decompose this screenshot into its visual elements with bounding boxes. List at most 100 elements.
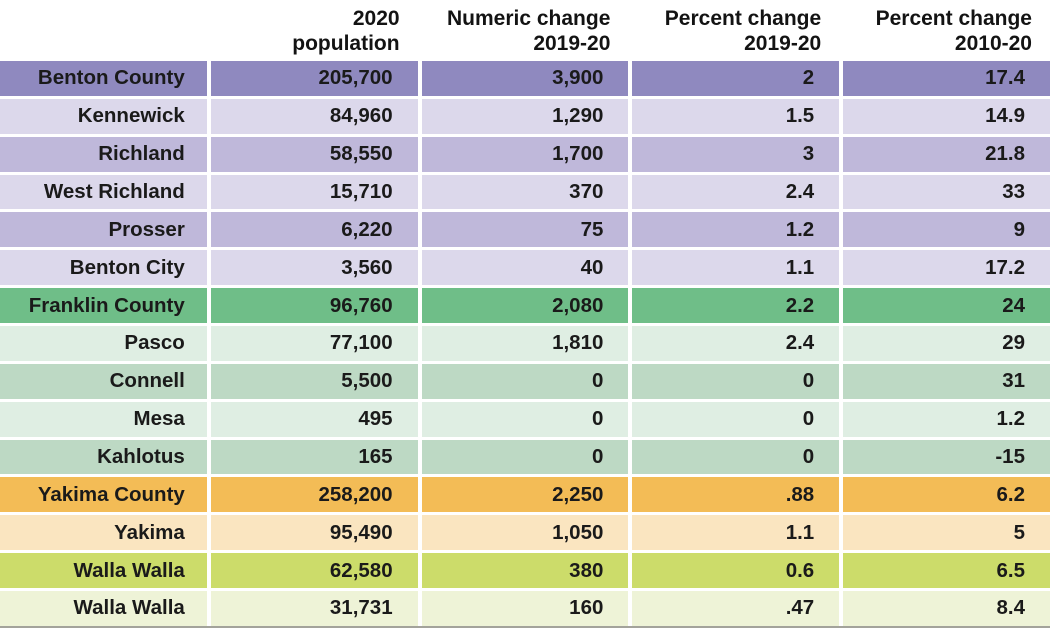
percent-change-2010-20-cell: 24 <box>843 288 1050 324</box>
population-cell: 3,560 <box>210 250 418 286</box>
header-cell-percent-change-2010-20: Percent change 2010-20 <box>843 6 1050 61</box>
row-label-cell: Connell <box>0 363 207 399</box>
numeric-change-cell: 40 <box>421 250 629 286</box>
percent-change-2010-20-cell: 5 <box>843 515 1050 551</box>
percent-change-2019-20-cell: 1.1 <box>632 515 840 551</box>
header-line: 2019-20 <box>533 32 611 55</box>
header-line: Numeric change <box>447 7 611 30</box>
population-cell: 84,960 <box>210 98 418 134</box>
table-row: Kahlotus 165 0 0 -15 <box>0 439 1050 475</box>
population-cell: 5,500 <box>210 363 418 399</box>
percent-change-2010-20-cell: 14.9 <box>843 98 1050 134</box>
table-row: Yakima 95,490 1,050 1.1 5 <box>0 515 1050 551</box>
table-row: Mesa 495 0 0 1.2 <box>0 401 1050 437</box>
percent-change-2019-20-cell: .88 <box>632 477 840 513</box>
row-label-cell: Kennewick <box>0 98 207 134</box>
row-label-cell: Yakima County <box>0 477 207 513</box>
row-label-cell: Kahlotus <box>0 439 207 475</box>
table-row: Yakima County 258,200 2,250 .88 6.2 <box>0 477 1050 513</box>
percent-change-2010-20-cell: 31 <box>843 363 1050 399</box>
numeric-change-cell: 1,290 <box>421 98 629 134</box>
population-cell: 495 <box>210 401 418 437</box>
header-line: Percent change <box>664 7 822 30</box>
percent-change-2019-20-cell: 2.4 <box>632 326 840 361</box>
header-row: 2020 population Numeric change 2019-20 P… <box>0 0 1050 61</box>
numeric-change-cell: 1,700 <box>421 136 629 172</box>
percent-change-2019-20-cell: 2.4 <box>632 174 840 210</box>
row-label-cell: Richland <box>0 136 207 172</box>
table-row: Benton City 3,560 40 1.1 17.2 <box>0 250 1050 286</box>
percent-change-2019-20-cell: 0 <box>632 401 840 437</box>
header-line: population <box>292 32 400 55</box>
table-body: Benton County 205,700 3,900 2 17.4 Kenne… <box>0 61 1050 628</box>
header-cell-numeric-change-2019-20: Numeric change 2019-20 <box>422 6 629 61</box>
numeric-change-cell: 1,050 <box>421 515 629 551</box>
header-line: 2010-20 <box>954 32 1032 55</box>
row-label-cell: Mesa <box>0 401 207 437</box>
header-cell-percent-change-2019-20: Percent change 2019-20 <box>632 6 839 61</box>
population-cell: 62,580 <box>210 553 418 589</box>
population-cell: 58,550 <box>210 136 418 172</box>
percent-change-2010-20-cell: 6.5 <box>843 553 1050 589</box>
percent-change-2010-20-cell: 29 <box>843 326 1050 361</box>
percent-change-2019-20-cell: 1.2 <box>632 212 840 248</box>
row-label-cell: Walla Walla <box>0 591 207 626</box>
row-label-cell: Pasco <box>0 326 207 361</box>
table-row: Franklin County 96,760 2,080 2.2 24 <box>0 288 1050 324</box>
percent-change-2010-20-cell: 17.4 <box>843 61 1050 96</box>
row-label-cell: Walla Walla <box>0 553 207 589</box>
table-row: Prosser 6,220 75 1.2 9 <box>0 212 1050 248</box>
population-cell: 95,490 <box>210 515 418 551</box>
header-line: 2019-20 <box>744 32 822 55</box>
row-label-cell: Prosser <box>0 212 207 248</box>
numeric-change-cell: 0 <box>421 401 629 437</box>
header-cell-2020-population: 2020 population <box>211 6 418 61</box>
percent-change-2019-20-cell: 3 <box>632 136 840 172</box>
population-cell: 165 <box>210 439 418 475</box>
table-row: Benton County 205,700 3,900 2 17.4 <box>0 61 1050 96</box>
percent-change-2010-20-cell: 33 <box>843 174 1050 210</box>
table-row: Kennewick 84,960 1,290 1.5 14.9 <box>0 98 1050 134</box>
numeric-change-cell: 160 <box>421 591 629 626</box>
header-line: 2020 <box>352 7 400 30</box>
population-cell: 77,100 <box>210 326 418 361</box>
population-cell: 31,731 <box>210 591 418 626</box>
percent-change-2010-20-cell: 17.2 <box>843 250 1050 286</box>
numeric-change-cell: 0 <box>421 363 629 399</box>
numeric-change-cell: 2,250 <box>421 477 629 513</box>
percent-change-2010-20-cell: 8.4 <box>843 591 1050 626</box>
table-row: Walla Walla 62,580 380 0.6 6.5 <box>0 553 1050 589</box>
percent-change-2019-20-cell: 2.2 <box>632 288 840 324</box>
row-label-cell: Benton City <box>0 250 207 286</box>
population-cell: 96,760 <box>210 288 418 324</box>
population-cell: 15,710 <box>210 174 418 210</box>
percent-change-2019-20-cell: 1.5 <box>632 98 840 134</box>
percent-change-2019-20-cell: 0.6 <box>632 553 840 589</box>
row-label-cell: Benton County <box>0 61 207 96</box>
row-label-cell: Yakima <box>0 515 207 551</box>
percent-change-2019-20-cell: 0 <box>632 363 840 399</box>
numeric-change-cell: 0 <box>421 439 629 475</box>
percent-change-2010-20-cell: 1.2 <box>843 401 1050 437</box>
numeric-change-cell: 380 <box>421 553 629 589</box>
percent-change-2019-20-cell: .47 <box>632 591 840 626</box>
percent-change-2019-20-cell: 1.1 <box>632 250 840 286</box>
percent-change-2010-20-cell: -15 <box>843 439 1050 475</box>
percent-change-2010-20-cell: 6.2 <box>843 477 1050 513</box>
header-line: Percent change <box>875 7 1032 30</box>
table-row: Walla Walla 31,731 160 .47 8.4 <box>0 591 1050 626</box>
percent-change-2010-20-cell: 9 <box>843 212 1050 248</box>
row-label-cell: Franklin County <box>0 288 207 324</box>
percent-change-2019-20-cell: 0 <box>632 439 840 475</box>
percent-change-2019-20-cell: 2 <box>632 61 840 96</box>
numeric-change-cell: 75 <box>421 212 629 248</box>
percent-change-2010-20-cell: 21.8 <box>843 136 1050 172</box>
numeric-change-cell: 3,900 <box>421 61 629 96</box>
population-cell: 205,700 <box>210 61 418 96</box>
population-cell: 258,200 <box>210 477 418 513</box>
row-label-cell: West Richland <box>0 174 207 210</box>
table-row: Richland 58,550 1,700 3 21.8 <box>0 136 1050 172</box>
population-cell: 6,220 <box>210 212 418 248</box>
table-row: West Richland 15,710 370 2.4 33 <box>0 174 1050 210</box>
numeric-change-cell: 1,810 <box>421 326 629 361</box>
